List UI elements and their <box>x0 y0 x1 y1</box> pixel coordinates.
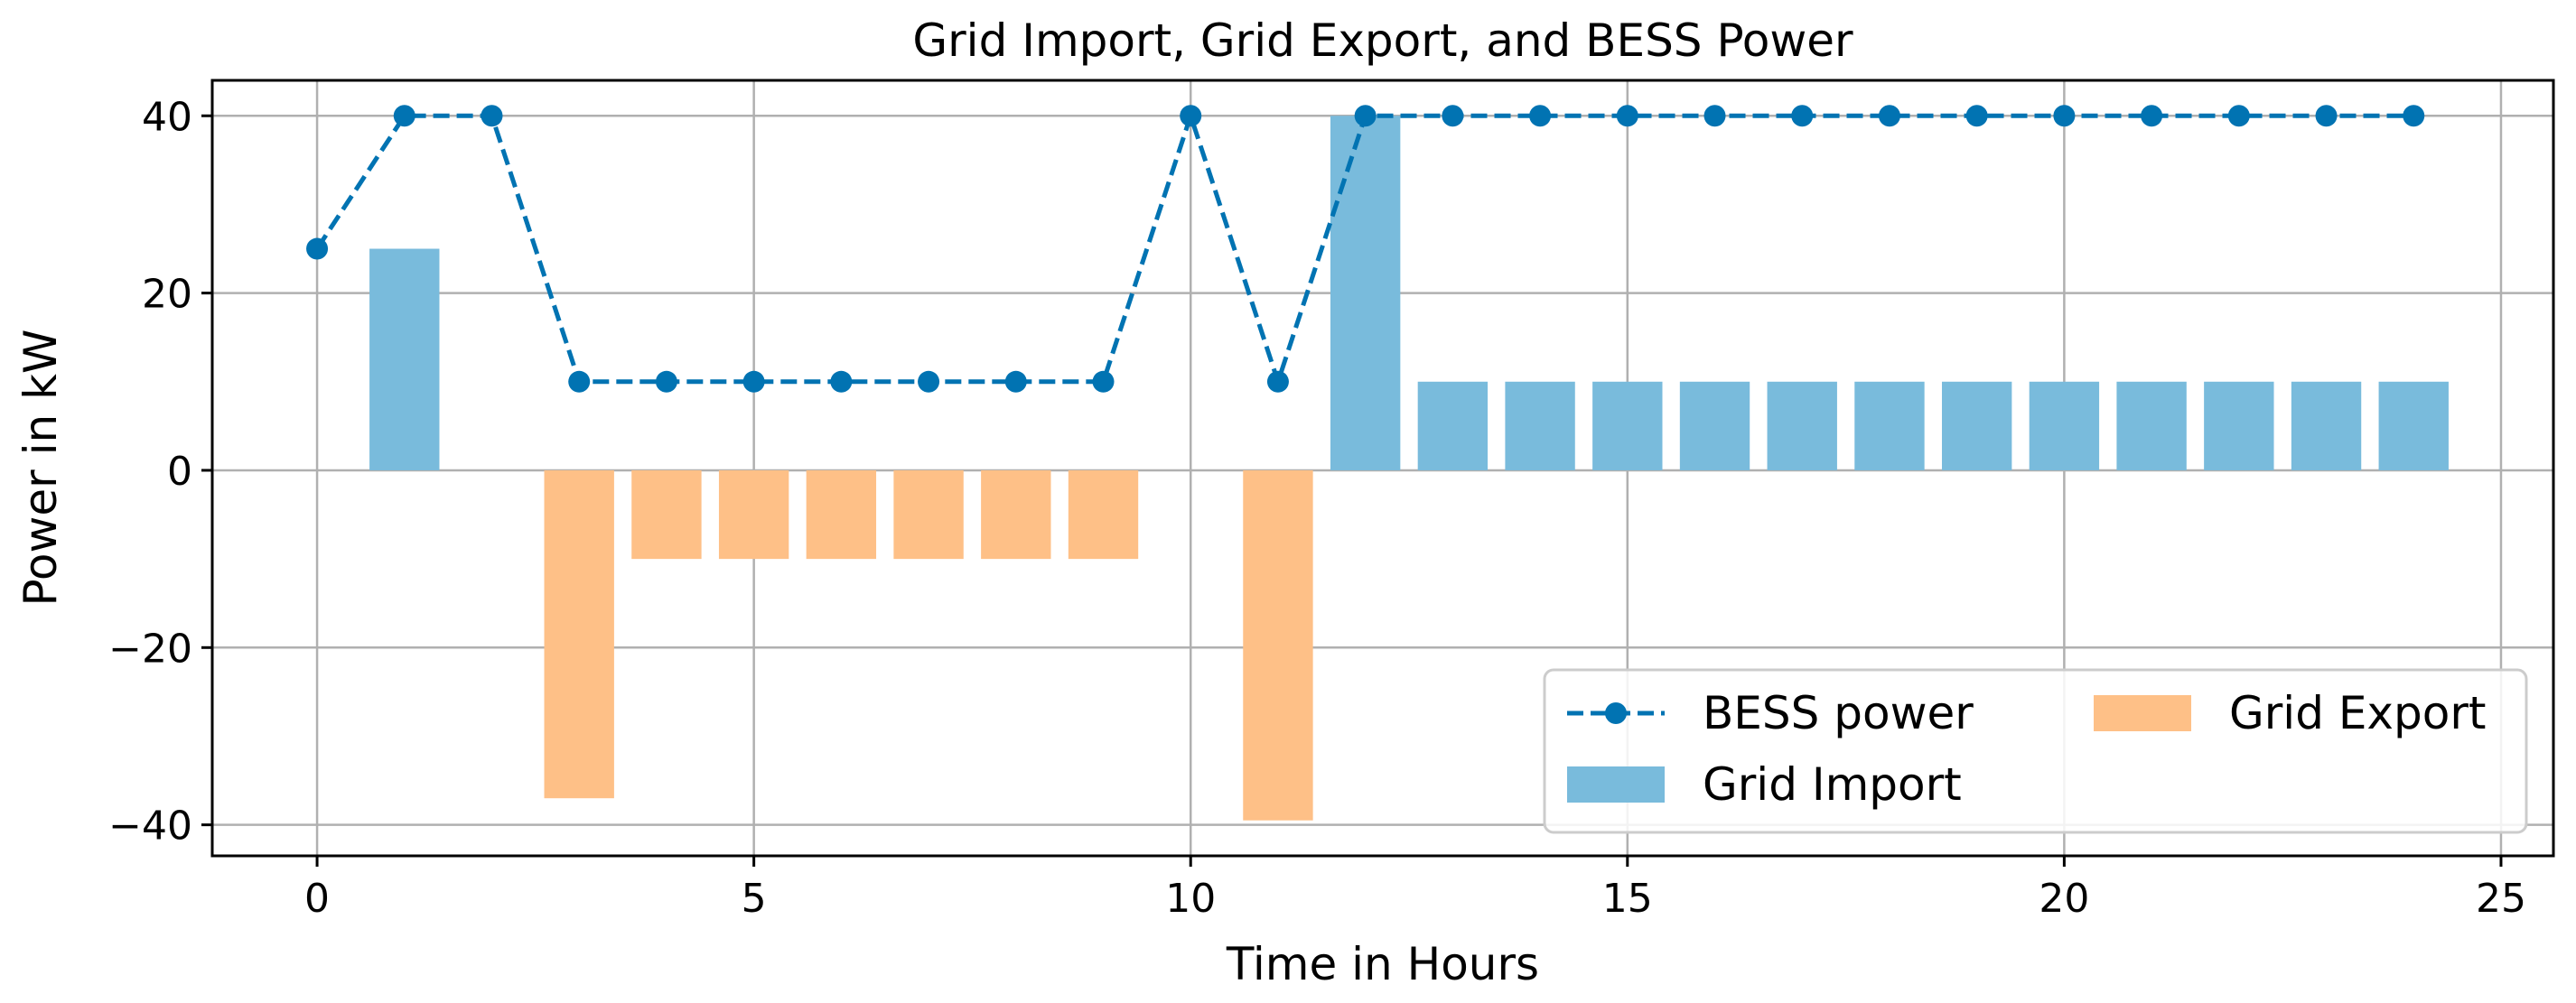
y-tick-label: −20 <box>108 626 192 672</box>
bess-power-marker <box>1529 105 1552 127</box>
legend-box <box>1543 668 2528 834</box>
bess-power-marker <box>1092 370 1115 393</box>
grid-import-bar <box>2378 381 2449 470</box>
grid-import-bar <box>1854 381 1925 470</box>
bess-power-marker <box>1878 105 1900 127</box>
grid-import-bar <box>1767 381 1837 470</box>
bess-power-marker <box>1266 370 1289 393</box>
grid-export-bar <box>893 469 964 560</box>
grid-export-bar <box>806 469 877 560</box>
legend-label-bess-power: BESS power <box>1703 687 1974 739</box>
legend-export-swatch <box>2094 695 2191 731</box>
grid-import-bar <box>1505 381 1575 470</box>
grid-import-bar <box>1941 381 2012 470</box>
grid-import-bar <box>1330 116 1401 470</box>
bess-power-marker <box>1354 105 1377 127</box>
legend: BESS power Grid Import Grid Export <box>1543 668 2528 834</box>
grid-import-bar <box>2029 381 2100 470</box>
grid-import-bar <box>2291 381 2362 470</box>
grid-export-bar <box>1243 469 1313 821</box>
bess-power-marker <box>1965 105 1988 127</box>
grid-export-bar <box>1068 469 1139 560</box>
grid-export-bar <box>981 469 1051 560</box>
bess-power-marker <box>1180 105 1202 127</box>
grid-import-bar <box>1417 381 1489 470</box>
grid-import-bar <box>2204 381 2274 470</box>
bess-power-marker <box>568 370 591 393</box>
x-tick-label: 0 <box>304 876 330 922</box>
chart-title: Grid Import, Grid Export, and BESS Power <box>912 14 1853 67</box>
y-axis-label: Power in kW <box>14 330 67 607</box>
bar-layer <box>369 116 2449 821</box>
bess-power-marker <box>393 105 415 127</box>
grid-export-bar <box>631 469 702 560</box>
line-layer <box>306 105 2425 393</box>
grid-import-bar <box>2116 381 2187 470</box>
bess-power-marker <box>2053 105 2076 127</box>
bess-power-marker <box>655 370 677 393</box>
x-tick-label: 15 <box>1602 876 1653 922</box>
bess-power-marker <box>481 105 503 127</box>
legend-label-grid-import: Grid Import <box>1703 758 1962 811</box>
grid-export-bar <box>718 469 789 560</box>
bess-power-marker <box>1004 370 1027 393</box>
y-tick-label: 20 <box>142 272 192 318</box>
grid-import-bar <box>369 248 440 470</box>
bess-power-marker <box>306 237 329 260</box>
y-tick-label: −40 <box>108 803 192 850</box>
x-tick-label: 5 <box>742 876 767 922</box>
legend-label-grid-export: Grid Export <box>2229 687 2487 739</box>
x-tick-label: 25 <box>2476 876 2526 922</box>
x-tick-label: 10 <box>1165 876 1216 922</box>
bess-power-marker <box>2403 105 2425 127</box>
grid-import-bar <box>1679 381 1750 470</box>
bess-power-marker <box>830 370 853 393</box>
legend-bess-marker <box>1605 702 1627 724</box>
bess-power-marker <box>2227 105 2250 127</box>
grid-export-bar <box>544 469 614 799</box>
grid-import-bar <box>1592 381 1663 470</box>
bess-power-marker <box>2141 105 2163 127</box>
x-tick-label: 20 <box>2039 876 2089 922</box>
bess-power-marker <box>742 370 765 393</box>
bess-power-marker <box>1791 105 1814 127</box>
legend-import-swatch <box>1567 766 1665 803</box>
bess-power-marker <box>1616 105 1638 127</box>
y-tick-label: 40 <box>142 94 192 140</box>
bess-power-marker <box>1703 105 1726 127</box>
tick-layer: 0 5 10 15 20 25 40 20 0 −20 −40 <box>108 94 2526 922</box>
bess-power-marker <box>2315 105 2338 127</box>
x-axis-label: Time in Hours <box>1226 938 1539 990</box>
plot-frame <box>210 79 2555 858</box>
bess-power-marker <box>1442 105 1464 127</box>
bess-power-marker <box>918 370 940 393</box>
y-tick-label: 0 <box>167 449 192 495</box>
